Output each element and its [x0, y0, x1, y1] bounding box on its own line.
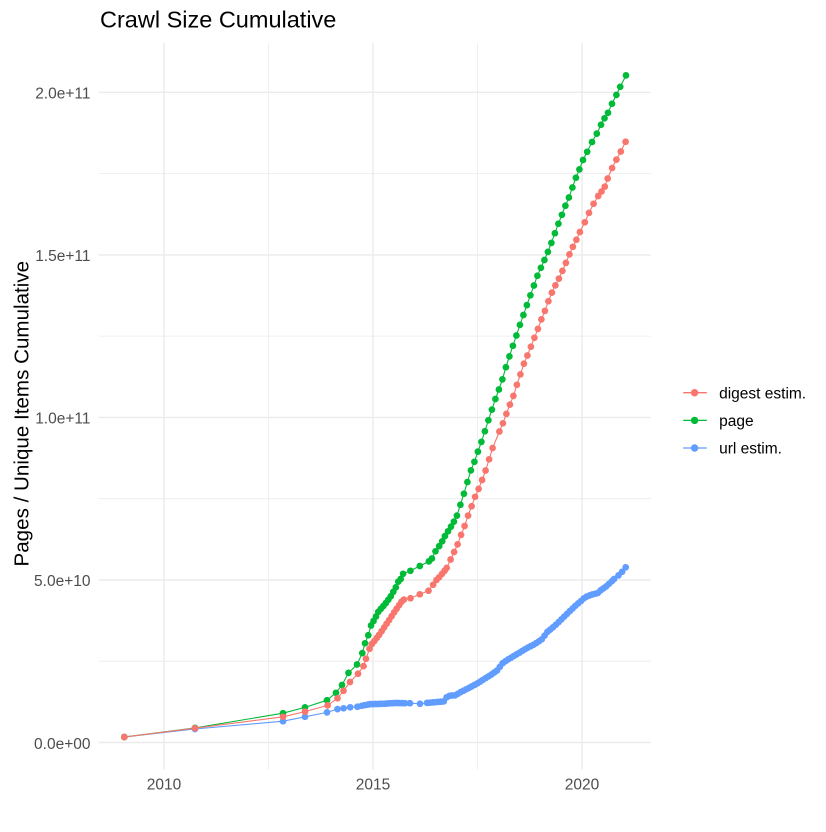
svg-text:page: page — [719, 413, 753, 430]
svg-text:2015: 2015 — [356, 776, 390, 793]
svg-text:0.0e+00: 0.0e+00 — [34, 736, 91, 753]
svg-text:2.0e+11: 2.0e+11 — [35, 86, 90, 103]
svg-text:Pages / Unique Items Cumulativ: Pages / Unique Items Cumulative — [11, 261, 34, 567]
svg-text:1.5e+11: 1.5e+11 — [35, 248, 90, 265]
svg-text:url estim.: url estim. — [719, 441, 782, 458]
svg-text:Crawl Size Cumulative: Crawl Size Cumulative — [100, 7, 336, 33]
svg-text:2010: 2010 — [147, 776, 182, 793]
svg-text:5.0e+10: 5.0e+10 — [34, 573, 91, 590]
svg-text:digest estim.: digest estim. — [719, 385, 806, 402]
svg-text:1.0e+11: 1.0e+11 — [35, 411, 90, 428]
svg-text:2020: 2020 — [565, 776, 600, 793]
